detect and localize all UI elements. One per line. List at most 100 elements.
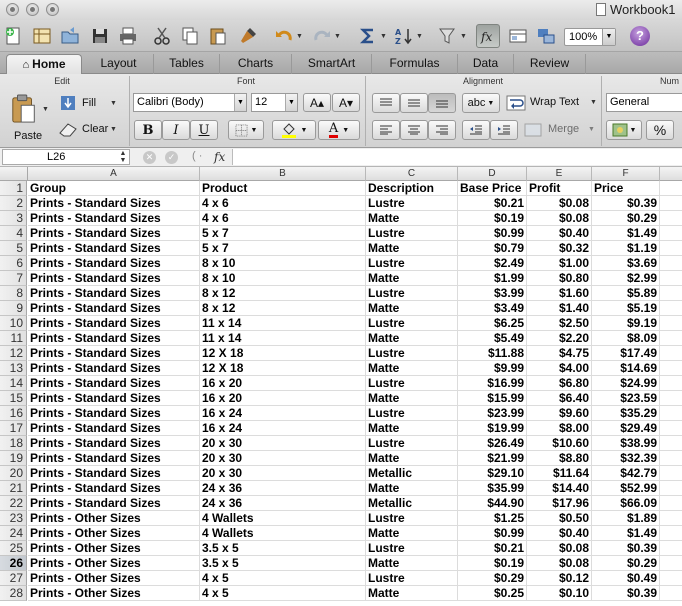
table-cell[interactable]: Matte: [366, 526, 458, 541]
table-cell[interactable]: $16.99: [458, 376, 527, 391]
table-cell[interactable]: 4 Wallets: [200, 526, 366, 541]
table-cell[interactable]: $0.49: [592, 571, 660, 586]
table-cell[interactable]: $29.49: [592, 421, 660, 436]
tab-layout[interactable]: Layout: [84, 54, 154, 74]
font-size-dropdown-icon[interactable]: ▼: [285, 94, 297, 111]
zoom-select[interactable]: 100% ▼: [564, 28, 616, 46]
align-bottom-button[interactable]: [428, 93, 456, 113]
table-cell[interactable]: Prints - Standard Sizes: [28, 226, 200, 241]
table-cell[interactable]: $5.89: [592, 286, 660, 301]
fill-button[interactable]: Fill ▼: [58, 94, 122, 114]
row-header[interactable]: 6: [0, 256, 27, 271]
row-header[interactable]: 13: [0, 361, 27, 376]
table-cell[interactable]: $0.08: [527, 211, 592, 226]
open-icon[interactable]: [58, 24, 82, 48]
table-cell[interactable]: Prints - Standard Sizes: [28, 256, 200, 271]
table-cell[interactable]: Matte: [366, 556, 458, 571]
empty-cell[interactable]: [660, 241, 682, 256]
row-header[interactable]: 8: [0, 286, 27, 301]
empty-cell[interactable]: [660, 451, 682, 466]
row-header[interactable]: 10: [0, 316, 27, 331]
table-cell[interactable]: Matte: [366, 331, 458, 346]
table-cell[interactable]: Lustre: [366, 541, 458, 556]
row-header[interactable]: 20: [0, 466, 27, 481]
table-cell[interactable]: $0.39: [592, 586, 660, 601]
table-cell[interactable]: Prints - Standard Sizes: [28, 346, 200, 361]
row-header[interactable]: 27: [0, 571, 27, 586]
empty-cell[interactable]: [660, 196, 682, 211]
empty-cell[interactable]: [660, 421, 682, 436]
redo-icon[interactable]: [310, 24, 334, 48]
empty-cell[interactable]: [660, 376, 682, 391]
clear-button[interactable]: Clear ▼: [58, 120, 122, 140]
table-cell[interactable]: $0.08: [527, 541, 592, 556]
table-cell[interactable]: $2.20: [527, 331, 592, 346]
table-cell[interactable]: 16 x 20: [200, 391, 366, 406]
wrap-text-dropdown-icon[interactable]: ▼: [590, 99, 597, 106]
empty-cell[interactable]: [660, 211, 682, 226]
table-cell[interactable]: 16 x 20: [200, 376, 366, 391]
table-cell[interactable]: Lustre: [366, 316, 458, 331]
table-cell[interactable]: Prints - Standard Sizes: [28, 361, 200, 376]
row-header[interactable]: 19: [0, 451, 27, 466]
table-cell[interactable]: Lustre: [366, 511, 458, 526]
paste-button[interactable]: ▼ Paste: [8, 92, 49, 148]
row-header[interactable]: 7: [0, 271, 27, 286]
table-cell[interactable]: $4.75: [527, 346, 592, 361]
table-cell[interactable]: Lustre: [366, 226, 458, 241]
table-cell[interactable]: Prints - Standard Sizes: [28, 436, 200, 451]
fill-dropdown-icon[interactable]: ▼: [110, 100, 117, 107]
empty-cell[interactable]: [660, 181, 682, 196]
table-cell[interactable]: $1.19: [592, 241, 660, 256]
table-cell[interactable]: $24.99: [592, 376, 660, 391]
table-cell[interactable]: Lustre: [366, 286, 458, 301]
align-middle-button[interactable]: [400, 93, 428, 113]
table-cell[interactable]: 24 x 36: [200, 481, 366, 496]
row-header[interactable]: 25: [0, 541, 27, 556]
empty-cell[interactable]: [660, 256, 682, 271]
table-cell[interactable]: $0.21: [458, 541, 527, 556]
table-cell[interactable]: Metallic: [366, 496, 458, 511]
table-cell[interactable]: $21.99: [458, 451, 527, 466]
gallery-icon[interactable]: [534, 24, 558, 48]
new-workbook-icon[interactable]: [2, 24, 26, 48]
table-cell[interactable]: $23.99: [458, 406, 527, 421]
table-cell[interactable]: $0.19: [458, 211, 527, 226]
table-cell[interactable]: 4 x 6: [200, 196, 366, 211]
table-cell[interactable]: $0.29: [592, 211, 660, 226]
table-cell[interactable]: Prints - Standard Sizes: [28, 196, 200, 211]
table-cell[interactable]: Prints - Standard Sizes: [28, 496, 200, 511]
empty-cell[interactable]: [660, 286, 682, 301]
table-cell[interactable]: $1.60: [527, 286, 592, 301]
row-header[interactable]: 17: [0, 421, 27, 436]
table-cell[interactable]: $66.09: [592, 496, 660, 511]
currency-dropdown-icon[interactable]: ▼: [629, 126, 637, 134]
table-cell[interactable]: $35.29: [592, 406, 660, 421]
font-name-dropdown-icon[interactable]: ▼: [234, 94, 246, 111]
table-cell[interactable]: 8 x 10: [200, 256, 366, 271]
orientation-dropdown-icon[interactable]: ▼: [487, 99, 495, 107]
zoom-window-button[interactable]: [46, 3, 59, 16]
empty-cell[interactable]: [660, 316, 682, 331]
decrease-indent-button[interactable]: [462, 120, 490, 140]
header-cell[interactable]: Product: [200, 181, 366, 196]
row-header[interactable]: 26: [0, 556, 27, 571]
empty-cell[interactable]: [660, 526, 682, 541]
clear-dropdown-icon[interactable]: ▼: [110, 126, 117, 133]
table-cell[interactable]: $2.49: [458, 256, 527, 271]
grow-font-button[interactable]: A▴: [303, 93, 331, 112]
table-cell[interactable]: Lustre: [366, 196, 458, 211]
table-cell[interactable]: Prints - Other Sizes: [28, 541, 200, 556]
table-cell[interactable]: $0.80: [527, 271, 592, 286]
table-cell[interactable]: $5.49: [458, 331, 527, 346]
table-cell[interactable]: 20 x 30: [200, 466, 366, 481]
table-cell[interactable]: $44.90: [458, 496, 527, 511]
table-cell[interactable]: $9.19: [592, 316, 660, 331]
table-cell[interactable]: $0.32: [527, 241, 592, 256]
row-header[interactable]: 14: [0, 376, 27, 391]
cut-icon[interactable]: [150, 24, 174, 48]
insert-function-label[interactable]: fx: [214, 150, 226, 164]
table-cell[interactable]: 5 x 7: [200, 226, 366, 241]
table-cell[interactable]: $0.12: [527, 571, 592, 586]
table-cell[interactable]: $0.21: [458, 196, 527, 211]
